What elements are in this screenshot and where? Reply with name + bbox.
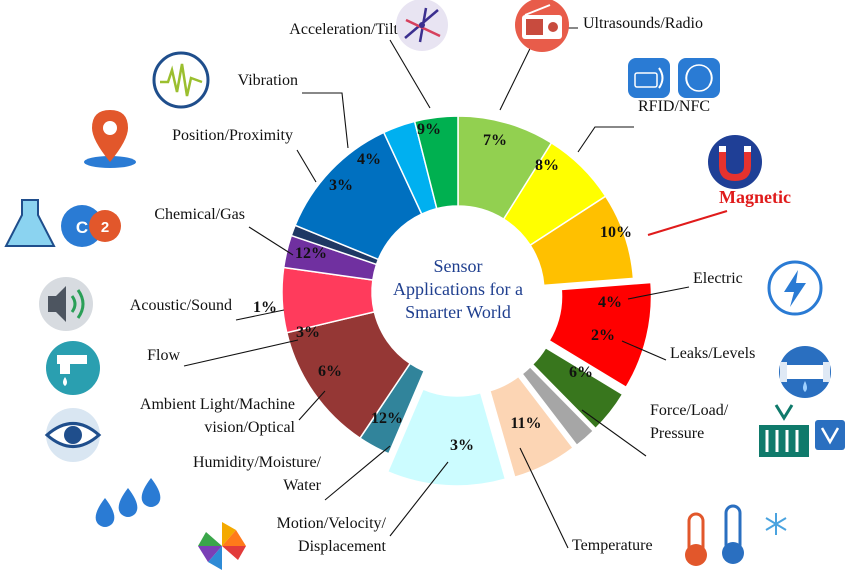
slice-electric	[531, 346, 624, 430]
faucet-icon	[46, 341, 100, 395]
svg-text:2: 2	[101, 219, 109, 236]
slice-magnetic	[548, 281, 653, 389]
leader-lines	[183, 27, 728, 549]
flask-co2-icon: C 2	[4, 199, 121, 247]
leader-electric	[627, 286, 690, 300]
label-leaks-levels: Leaks/Levels	[670, 345, 755, 362]
slice-force-load-pressure	[488, 375, 575, 479]
slice-value-humidity-moisture-water: 12%	[371, 410, 403, 427]
leader-force-load-pressure	[581, 409, 647, 457]
donut-slices	[281, 115, 653, 487]
leader-rfid-nfc	[577, 126, 634, 153]
leader-position-proximity	[296, 149, 317, 183]
lightning-icon	[767, 260, 823, 316]
axes-icon	[396, 0, 448, 51]
slice-temperature	[386, 388, 507, 487]
slice-value-temperature: 11%	[510, 415, 541, 432]
slice-value-flow: 3%	[296, 324, 320, 341]
label-rfid-nfc: RFID/NFC	[638, 98, 710, 115]
label-chemical-gas: Chemical/Gas	[154, 206, 245, 223]
label-humidity-moisture-water-line-2: Water	[283, 477, 321, 494]
label-ambient-light-machine-vision-optical-line-1: Ambient Light/Machine	[140, 396, 295, 413]
location-pin-icon	[84, 110, 136, 168]
water-drops-icon	[95, 478, 161, 527]
pressure-gauge-icon	[759, 404, 845, 457]
center-title-line-2: Applications for a	[393, 279, 523, 299]
percent-labels: 9%7%8%10%4%2%6%11%3%12%6%3%1%12%3%4%	[253, 121, 632, 454]
magnet-icon	[708, 135, 762, 189]
leader-acoustic-sound	[235, 309, 285, 321]
slice-value-chemical-gas: 12%	[295, 245, 327, 262]
label-force-load-pressure-line-2: Pressure	[650, 425, 704, 442]
category-labels: Acceleration/Tilt Ultrasounds/Radio RFID/N…	[130, 15, 791, 555]
pipe-level-icon	[779, 346, 831, 398]
label-motion-velocity-displacement-line-2: Displacement	[298, 538, 387, 555]
label-vibration: Vibration	[238, 72, 298, 89]
slice-vibration	[413, 115, 459, 210]
slice-rfid-nfc	[529, 195, 635, 287]
leader-acceleration-tilt	[389, 39, 431, 109]
slice-value-leaks-levels: 2%	[591, 327, 615, 344]
slice-value-ambient-light-machine-vision-optical: 6%	[318, 363, 342, 380]
label-acoustic-sound: Acoustic/Sound	[130, 297, 232, 314]
leader-leaks-levels	[621, 340, 667, 361]
eye-icon	[44, 408, 102, 462]
label-magnetic: Magnetic	[719, 187, 791, 207]
svg-text:C: C	[76, 218, 88, 237]
slice-value-vibration: 4%	[357, 151, 381, 168]
label-humidity-moisture-water-line-1: Humidity/Moisture/	[193, 454, 322, 471]
slice-value-position-proximity: 3%	[329, 177, 353, 194]
center-title-line-3: Smarter World	[405, 302, 511, 322]
slice-value-rfid-nfc: 8%	[535, 157, 559, 174]
slice-value-motion-velocity-displacement: 3%	[450, 437, 474, 454]
label-flow: Flow	[147, 347, 180, 364]
center-title-line-1: Sensor	[434, 256, 483, 276]
leader-humidity-moisture-water	[324, 445, 391, 501]
leader-magnetic	[647, 210, 728, 236]
slice-leaks-levels	[521, 365, 595, 447]
waveform-icon	[152, 51, 210, 109]
radio-icon	[515, 0, 569, 52]
slice-value-acceleration-tilt: 9%	[417, 121, 441, 138]
rfid-nfc-icon	[628, 58, 720, 98]
label-force-load-pressure-line-1: Force/Load/	[650, 402, 729, 419]
label-ultrasounds-radio: Ultrasounds/Radio	[583, 15, 703, 32]
label-acceleration-tilt: Acceleration/Tilt	[289, 21, 398, 38]
slice-value-magnetic: 10%	[600, 224, 632, 241]
label-electric: Electric	[693, 270, 743, 287]
slice-value-electric: 4%	[598, 294, 622, 311]
label-temperature: Temperature	[572, 537, 653, 554]
label-position-proximity: Position/Proximity	[172, 127, 293, 144]
leader-flow	[183, 339, 299, 367]
label-ambient-light-machine-vision-optical-line-2: vision/Optical	[204, 419, 295, 436]
slice-value-acoustic-sound: 1%	[253, 299, 277, 316]
leader-vibration	[302, 92, 349, 149]
slice-value-force-load-pressure: 6%	[569, 364, 593, 381]
pinwheel-icon	[198, 522, 246, 570]
leader-chemical-gas	[248, 226, 294, 256]
thermometer-snowflake-icon	[685, 504, 787, 566]
slice-value-ultrasounds-radio: 7%	[483, 132, 507, 149]
speaker-icon	[39, 277, 93, 331]
leader-temperature	[519, 447, 569, 549]
label-motion-velocity-displacement-line-1: Motion/Velocity/	[277, 515, 387, 532]
leader-ambient-light-machine-vision-optical	[298, 390, 326, 421]
leader-motion-velocity-displacement	[389, 461, 449, 537]
